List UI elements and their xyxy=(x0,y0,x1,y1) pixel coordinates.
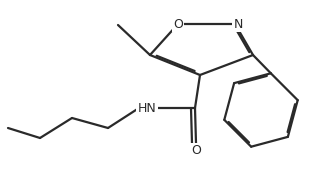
Text: N: N xyxy=(233,17,243,30)
Text: O: O xyxy=(191,145,201,158)
Text: O: O xyxy=(173,17,183,30)
Text: HN: HN xyxy=(138,101,156,114)
